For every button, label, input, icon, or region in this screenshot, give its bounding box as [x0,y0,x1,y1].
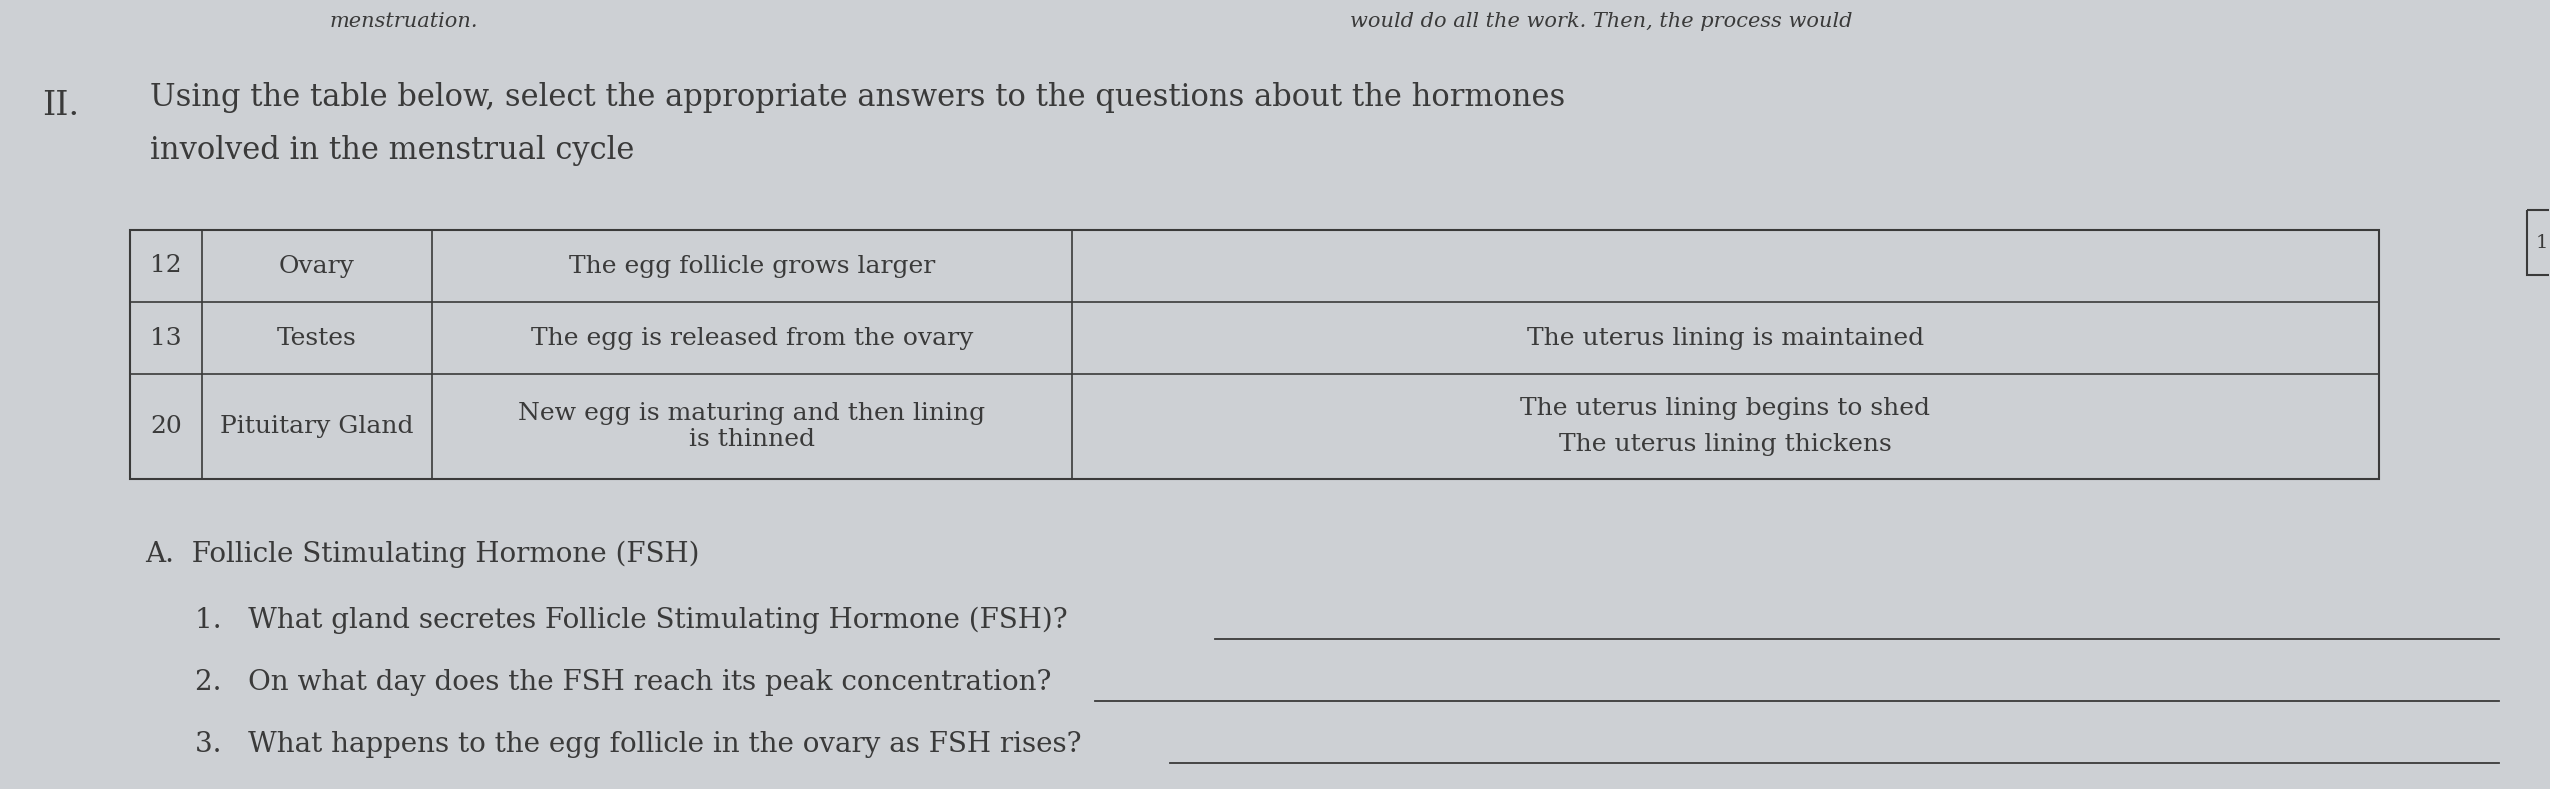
Text: Using the table below, select the appropriate answers to the questions about the: Using the table below, select the approp… [150,82,1566,113]
Text: Testes: Testes [278,327,357,350]
Bar [130,230,2379,479]
Text: The uterus lining begins to shed: The uterus lining begins to shed [1520,397,1930,420]
Text: The uterus lining is maintained: The uterus lining is maintained [1527,327,1925,350]
Text: 20: 20 [150,415,181,438]
Text: menstruation.: menstruation. [329,12,479,31]
Text: The egg follicle grows larger: The egg follicle grows larger [569,255,936,278]
Text: The uterus lining thickens: The uterus lining thickens [1558,433,1892,456]
Text: involved in the menstrual cycle: involved in the menstrual cycle [150,135,635,166]
Text: The egg is released from the ovary: The egg is released from the ovary [530,327,974,350]
Text: would do all the work. Then, the process would: would do all the work. Then, the process… [1349,12,1851,31]
Text: 1: 1 [2537,234,2547,252]
Text: Pituitary Gland: Pituitary Gland [219,415,413,438]
Text: Ovary: Ovary [278,255,354,278]
Text: 1.   What gland secretes Follicle Stimulating Hormone (FSH)?: 1. What gland secretes Follicle Stimulat… [194,607,1068,634]
Text: 2.   On what day does the FSH reach its peak concentration?: 2. On what day does the FSH reach its pe… [194,669,1051,696]
Text: 3.   What happens to the egg follicle in the ovary as FSH rises?: 3. What happens to the egg follicle in t… [194,731,1081,758]
Text: II.: II. [41,90,79,122]
Text: 12: 12 [150,255,181,278]
Text: New egg is maturing and then lining
is thinned: New egg is maturing and then lining is t… [518,402,984,451]
Text: A.  Follicle Stimulating Hormone (FSH): A. Follicle Stimulating Hormone (FSH) [145,541,699,568]
Bar [2527,210,2550,275]
Text: 13: 13 [150,327,181,350]
